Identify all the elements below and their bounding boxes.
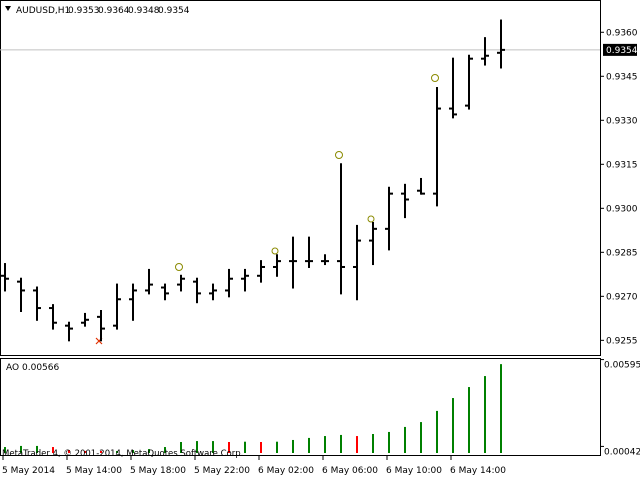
y-tick-label: 0.00042 — [604, 447, 640, 457]
ao-title: AO — [6, 363, 19, 373]
pane-menu-icon[interactable] — [5, 6, 11, 11]
price-label-box — [603, 43, 637, 56]
price-label: 0.9354 — [606, 46, 638, 56]
x-tick-label: 6 May 02:00 — [258, 466, 314, 476]
x-tick-label: 6 May 10:00 — [386, 466, 442, 476]
x-tick-label: 5 May 2014 — [2, 466, 55, 476]
signal-icon — [335, 151, 343, 159]
ao-value: 0.00566 — [22, 363, 59, 373]
signal-icon — [367, 215, 375, 223]
header-high: 0.9364 — [98, 6, 130, 16]
y-tick-label: 0.9270 — [606, 292, 638, 302]
y-tick-label: 0.00595 — [604, 361, 640, 371]
header-low: 0.9348 — [128, 6, 160, 16]
y-tick-label: 0.9345 — [606, 72, 638, 82]
y-tick-label: 0.9285 — [606, 248, 638, 258]
header-open: 0.9353 — [68, 6, 100, 16]
copyright: MetaTrader 4, © 2001-2014, MetaQuotes So… — [2, 449, 243, 459]
header-close: 0.9354 — [158, 6, 190, 16]
x-tick-label: 6 May 14:00 — [450, 466, 506, 476]
signal-icon — [175, 263, 183, 271]
y-tick-label: 0.9360 — [606, 28, 638, 38]
symbol-title: AUDUSD,H1 — [16, 6, 70, 16]
x-tick-label: 6 May 06:00 — [322, 466, 378, 476]
signal-icon — [431, 74, 439, 82]
y-tick-label: 0.9300 — [606, 204, 638, 214]
x-tick-label: 5 May 22:00 — [194, 466, 250, 476]
signal-icon — [271, 247, 279, 255]
main-pane — [0, 0, 601, 356]
y-tick-label: 0.9330 — [606, 116, 638, 126]
x-tick-label: 5 May 14:00 — [66, 466, 122, 476]
x-tick-label: 5 May 18:00 — [130, 466, 186, 476]
y-tick-label: 0.9315 — [606, 160, 638, 170]
ao-pane — [0, 358, 601, 456]
y-tick-label: 0.9255 — [606, 336, 638, 346]
signal-icons — [175, 74, 439, 271]
